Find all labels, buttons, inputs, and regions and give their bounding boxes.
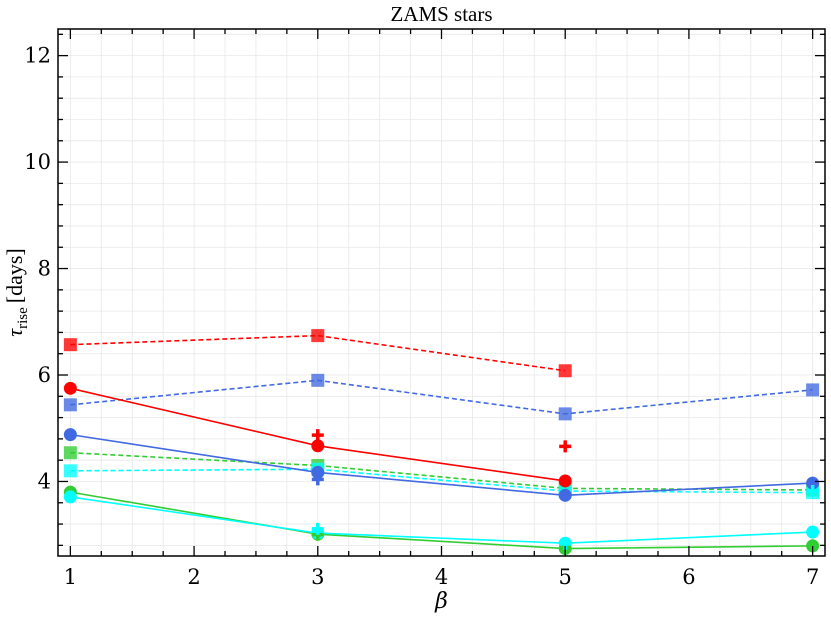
plus-marker	[311, 522, 324, 535]
x-tick-label: 1	[64, 565, 77, 589]
series-line	[70, 433, 813, 497]
series-line	[70, 334, 566, 372]
y-tick-label: 4	[38, 469, 51, 493]
y-tick-label: 6	[38, 363, 51, 387]
x-tick-label: 7	[806, 565, 819, 589]
plus-marker	[559, 440, 572, 453]
square-marker	[63, 464, 77, 478]
y-axis-label-subscript: rise	[15, 307, 31, 329]
x-tick-label: 5	[559, 565, 572, 589]
x-tick-label: 2	[187, 565, 200, 589]
circle-marker	[311, 439, 325, 453]
series-0	[63, 329, 572, 378]
plus-marker	[311, 429, 324, 442]
series-line	[70, 496, 813, 545]
series-layer	[63, 329, 820, 556]
square-marker	[558, 364, 572, 378]
circle-marker	[558, 488, 572, 502]
square-marker	[806, 383, 820, 397]
series-8	[311, 429, 572, 453]
x-tick-label: 6	[682, 565, 695, 589]
square-marker	[311, 329, 325, 343]
x-tick-label: 3	[311, 565, 324, 589]
circle-marker	[558, 474, 572, 488]
y-tick-label: 10	[24, 150, 51, 174]
circle-marker	[806, 525, 820, 539]
circle-marker	[311, 465, 325, 479]
x-tick-label: 4	[435, 565, 448, 589]
series-line	[70, 379, 813, 415]
series-5	[63, 428, 820, 502]
square-marker	[63, 338, 77, 352]
circle-marker	[806, 476, 820, 490]
y-tick-label: 8	[38, 257, 51, 281]
chart-title: ZAMS stars	[390, 2, 492, 26]
y-tick-label: 12	[24, 44, 51, 68]
y-axis-label-symbol: τ	[2, 328, 27, 337]
y-axis-label: τrise [days]	[2, 248, 31, 337]
circle-marker	[63, 381, 77, 395]
series-1	[63, 373, 820, 421]
y-axis-label-unit: [days]	[2, 248, 27, 303]
circle-marker	[63, 428, 77, 442]
square-marker	[63, 398, 77, 412]
square-marker	[311, 373, 325, 387]
series-4	[63, 381, 572, 488]
x-axis-label: β	[434, 589, 448, 614]
series-9	[311, 473, 324, 486]
plus-marker	[311, 473, 324, 486]
circle-marker	[63, 490, 77, 504]
series-line	[70, 468, 813, 494]
square-marker	[63, 446, 77, 460]
plus-marker	[806, 485, 819, 498]
square-marker	[558, 407, 572, 421]
